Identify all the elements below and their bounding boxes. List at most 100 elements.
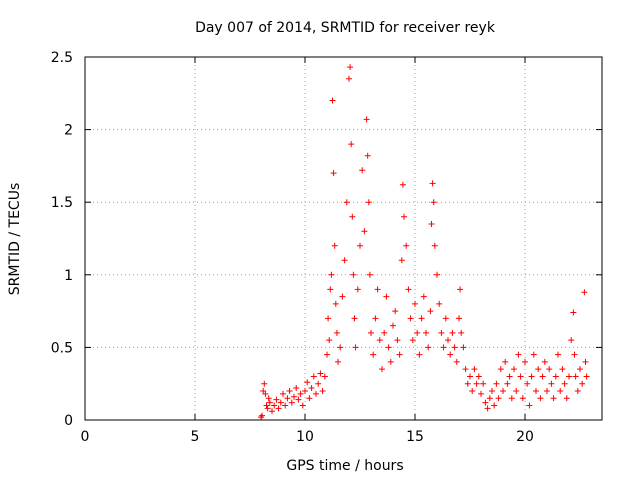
data-point: [286, 387, 293, 394]
data-point: [582, 358, 589, 365]
y-tick-label-4: 2: [64, 123, 73, 139]
x-tick-label-1: 5: [191, 429, 200, 445]
data-point: [343, 199, 350, 206]
data-point: [313, 390, 319, 397]
data-point: [315, 380, 322, 387]
data-point: [445, 337, 451, 344]
data-point: [330, 170, 337, 177]
data-point: [464, 380, 471, 387]
data-point: [325, 315, 332, 322]
data-point: [332, 300, 339, 307]
data-point: [429, 180, 436, 187]
data-point: [372, 315, 379, 322]
data-point: [456, 315, 462, 322]
data-point: [561, 380, 568, 387]
data-point: [550, 395, 557, 402]
data-point: [261, 380, 268, 387]
data-point: [570, 309, 577, 316]
data-point: [451, 344, 458, 351]
data-point: [347, 64, 354, 71]
data-point: [524, 380, 531, 387]
data-point: [390, 322, 396, 329]
data-point: [541, 358, 548, 365]
data-point: [359, 167, 366, 174]
data-point: [491, 402, 498, 409]
data-point: [326, 337, 333, 344]
data-point: [350, 271, 357, 278]
data-point: [458, 329, 465, 336]
data-point: [308, 385, 315, 392]
data-point: [414, 329, 421, 336]
data-point: [557, 387, 564, 394]
data-point: [568, 337, 575, 344]
data-point: [346, 75, 352, 82]
data-point: [277, 399, 284, 406]
data-point: [284, 395, 291, 402]
data-point: [447, 351, 454, 358]
data-point: [552, 373, 559, 380]
data-point: [440, 344, 447, 351]
data-point: [370, 351, 377, 358]
data-point: [412, 300, 418, 307]
data-point: [471, 366, 478, 373]
data-point: [511, 366, 517, 373]
data-point: [581, 289, 588, 296]
data-point: [423, 329, 429, 336]
data-point: [349, 213, 356, 220]
data-point: [262, 390, 269, 397]
data-point: [467, 373, 473, 380]
grid-layer: [85, 57, 602, 420]
plot-frame: [84, 56, 603, 421]
data-point: [398, 257, 405, 264]
y-tick-label-5: 2.5: [51, 50, 73, 66]
data-point: [394, 337, 401, 344]
data-point: [555, 351, 561, 358]
data-point: [266, 399, 273, 406]
data-point: [310, 373, 317, 380]
data-point: [484, 405, 491, 412]
data-point: [258, 414, 264, 421]
data-point: [304, 379, 311, 386]
data-point: [519, 395, 526, 402]
data-point: [399, 181, 406, 188]
data-point: [572, 373, 579, 380]
data-point: [462, 366, 469, 373]
marks-layer: [258, 64, 590, 421]
y-tick-label-3: 1.5: [51, 195, 73, 211]
data-point: [361, 228, 368, 235]
data-point: [522, 358, 528, 365]
data-point: [363, 116, 370, 123]
data-point: [319, 387, 326, 394]
data-point: [405, 286, 412, 293]
data-point: [537, 395, 544, 402]
data-point: [365, 199, 372, 206]
data-point: [559, 366, 566, 373]
y-tick-label-2: 1: [64, 268, 73, 284]
data-point: [493, 380, 500, 387]
data-point: [502, 358, 509, 365]
data-point: [566, 373, 572, 380]
data-point: [357, 242, 363, 249]
data-point: [418, 315, 425, 322]
x-axis-title: GPS time / hours: [286, 458, 403, 474]
data-point: [351, 315, 358, 322]
data-point: [489, 387, 495, 394]
data-point: [333, 329, 340, 336]
data-point: [403, 242, 410, 249]
data-point: [460, 344, 467, 351]
data-point: [269, 408, 275, 415]
data-point: [321, 373, 328, 380]
data-point: [409, 337, 416, 344]
data-point: [271, 402, 278, 409]
data-point: [530, 351, 537, 358]
data-point: [348, 141, 355, 148]
data-point: [263, 402, 270, 409]
chart-title: Day 007 of 2014, SRMTID for receiver rey…: [195, 20, 496, 36]
data-point: [428, 220, 435, 227]
data-point: [264, 405, 271, 412]
data-point: [306, 395, 313, 402]
data-point: [275, 405, 282, 412]
data-point: [317, 370, 324, 377]
data-point: [497, 366, 504, 373]
